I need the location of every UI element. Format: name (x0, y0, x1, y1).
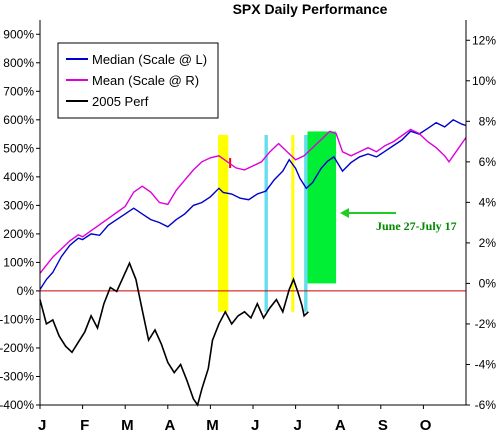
highlight-band-4 (291, 135, 295, 312)
right-tick-label: 12% (472, 33, 496, 47)
legend: Median (Scale @ L) Mean (Scale @ R) 2005 P… (57, 42, 219, 119)
month-label: A (165, 417, 176, 434)
highlight-bands (218, 131, 337, 312)
highlight-band-5 (304, 135, 308, 312)
right-tick-label: 8% (479, 114, 497, 128)
legend-label-3: 2005 Perf (92, 94, 149, 109)
chart-title: SPX Daily Performance (233, 1, 388, 17)
right-tick-label: 0% (479, 276, 497, 290)
left-tick-label: 900% (3, 27, 34, 41)
left-tick-label: 400% (3, 170, 34, 184)
right-tick-label: -2% (475, 317, 497, 331)
month-label: A (335, 417, 346, 434)
date-range-annotation: June 27-July 17 (340, 208, 457, 233)
left-tick-label: 300% (3, 198, 34, 212)
right-axis-ticks: 12% 10% 8% 6% 4% 2% 0% -2% -4% -6% (466, 33, 496, 412)
legend-label-1: Median (Scale @ L) (92, 52, 207, 67)
highlight-band-3 (264, 135, 268, 312)
series-lines (39, 118, 467, 407)
left-tick-label: 0% (17, 284, 35, 298)
annotation-label: June 27-July 17 (376, 219, 457, 233)
right-tick-label: -6% (475, 398, 497, 412)
month-label: M (206, 417, 219, 434)
annotation-arrowhead (340, 208, 349, 218)
month-label: O (420, 417, 432, 434)
left-tick-label: 500% (3, 141, 34, 155)
left-tick-label: 700% (3, 84, 34, 98)
left-tick-label: -100% (0, 312, 34, 326)
legend-label-2: Mean (Scale @ R) (92, 73, 199, 88)
left-tick-label: 100% (3, 255, 34, 269)
right-tick-label: -4% (475, 357, 497, 371)
month-label: J (294, 417, 302, 434)
month-label: J (251, 417, 259, 434)
right-tick-label: 10% (472, 74, 496, 88)
left-axis-ticks: 900% 800% 700% 600% 500% 400% 300% 200% 100% 0% -1… (0, 27, 40, 412)
highlight-band-6 (307, 131, 337, 284)
month-label: M (121, 417, 134, 434)
left-tick-label: 200% (3, 227, 34, 241)
left-tick-label: -400% (0, 398, 34, 412)
left-tick-label: 600% (3, 113, 34, 127)
right-tick-label: 6% (479, 155, 497, 169)
month-label: J (38, 417, 46, 434)
right-tick-label: 2% (479, 236, 497, 250)
left-tick-label: 800% (3, 56, 34, 70)
right-tick-label: 4% (479, 195, 497, 209)
series-line-3 (39, 261, 309, 407)
highlight-band-1 (218, 135, 229, 312)
left-tick-label: -200% (0, 341, 34, 355)
left-tick-label: -300% (0, 369, 34, 383)
month-label: F (80, 417, 89, 434)
series-line-1 (39, 118, 467, 290)
month-label: S (378, 417, 388, 434)
series-line-2 (39, 128, 467, 274)
